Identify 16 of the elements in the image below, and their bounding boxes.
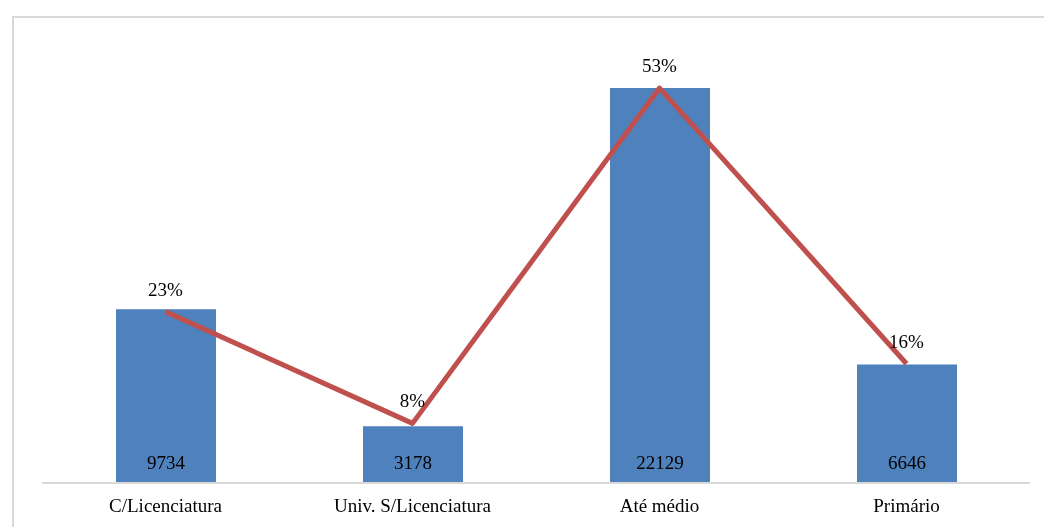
data-label: 6646 [888,452,926,473]
bar [363,426,463,483]
data-label: 8% [399,390,426,412]
data-label: 9734 [147,452,186,473]
x-tick-label: Primário [873,495,940,517]
x-tick-label: C/Licenciatura [109,495,223,517]
data-label: 3178 [394,452,432,473]
bar [116,309,216,483]
x-tick-label: Até médio [619,495,700,517]
bar [610,88,710,483]
data-label: 22129 [636,452,684,473]
bar [857,364,957,483]
x-tick-label: Univ. S/Licenciatura [333,495,492,517]
data-label: 23% [148,278,184,300]
data-label: 16% [889,330,925,352]
data-label: 53% [642,55,678,77]
